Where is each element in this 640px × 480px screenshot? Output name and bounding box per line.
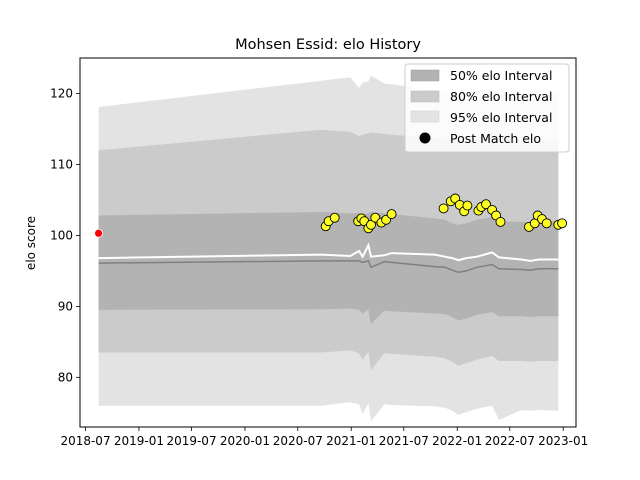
x-tick-label-8: 2022-07	[485, 434, 535, 448]
post-match-point-2	[329, 212, 340, 223]
legend-swatch-50	[410, 69, 440, 82]
post-match-elo-line	[98, 242, 559, 262]
legend-marker-post-match	[419, 132, 431, 144]
legend: 50% elo Interval 80% elo Interval 95% el…	[404, 63, 570, 153]
x-tick-label-5: 2021-01	[326, 434, 376, 448]
y-tick-label-0: 80	[58, 370, 73, 384]
post-match-point-30	[557, 218, 568, 229]
post-match-point-28	[541, 218, 552, 229]
band-50-interval	[98, 212, 559, 325]
post-match-point-11	[386, 209, 397, 220]
x-axis-ticks: 2018-07 2019-01 2019-07 2020-01 2020-07 2021-…	[60, 427, 588, 448]
x-tick-label-6: 2021-07	[379, 434, 429, 448]
legend-swatch-95	[410, 110, 440, 123]
mean-elo-line	[98, 260, 559, 274]
post-match-point-17	[462, 200, 473, 211]
legend-label-post-match: Post Match elo	[450, 131, 541, 146]
post-match-point-12	[438, 203, 449, 214]
plot-frame	[79, 57, 577, 428]
y-tick-label-1: 90	[58, 299, 73, 313]
x-tick-label-4: 2020-07	[273, 434, 323, 448]
plot-area	[94, 75, 568, 422]
y-tick-label-2: 100	[50, 228, 73, 242]
x-tick-label-9: 2023-01	[538, 434, 588, 448]
post-match-point-20	[481, 199, 491, 210]
post-match-point-23	[495, 216, 506, 227]
legend-swatch-80	[410, 90, 440, 103]
y-axis-ticks: 80 90 100 110 120	[50, 86, 80, 384]
x-tick-label-0: 2018-07	[60, 434, 110, 448]
x-tick-label-1: 2019-01	[114, 434, 164, 448]
x-tick-label-7: 2022-01	[432, 434, 482, 448]
post-match-point-7	[366, 219, 376, 230]
post-match-points	[94, 193, 568, 238]
first-post-match-point	[94, 228, 103, 238]
y-tick-label-3: 110	[50, 157, 73, 171]
x-tick-label-2: 2019-07	[166, 434, 216, 448]
legend-label-80: 80% elo Interval	[450, 89, 552, 104]
legend-label-95: 95% elo Interval	[450, 110, 552, 125]
y-axis-label: elo score	[24, 216, 38, 270]
y-tick-label-4: 120	[50, 86, 73, 100]
chart-title: Mohsen Essid: elo History	[235, 37, 421, 53]
legend-box	[404, 63, 570, 153]
x-tick-label-3: 2020-01	[220, 434, 270, 448]
legend-label-50: 50% elo Interval	[450, 68, 552, 83]
